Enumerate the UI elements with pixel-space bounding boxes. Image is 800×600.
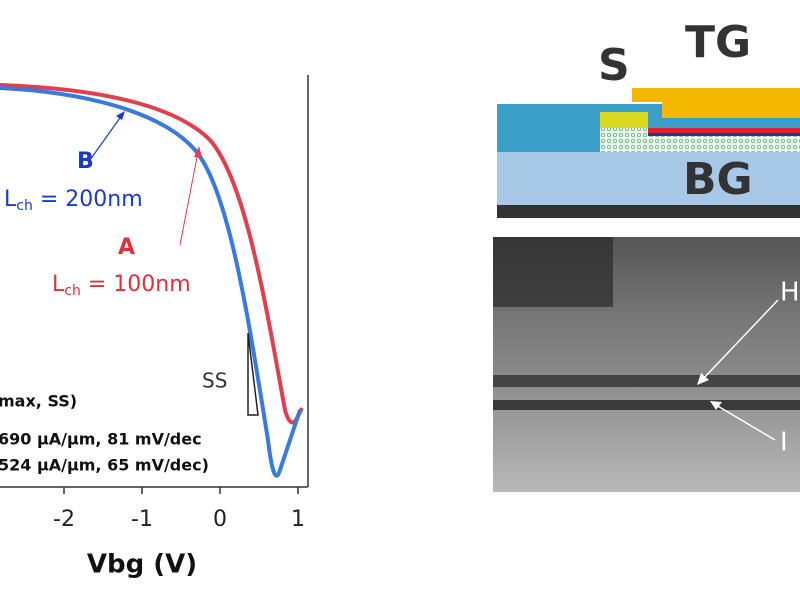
top-gate <box>662 100 800 118</box>
arrowhead <box>116 111 125 120</box>
top-gate-label: TG <box>685 17 751 68</box>
image-layer <box>493 375 800 387</box>
tem-label: I <box>780 428 788 458</box>
legend-b: 524 µA/µm, 65 mV/dec) <box>0 456 209 475</box>
text: ch <box>64 283 81 299</box>
text: = 100nm <box>81 272 191 297</box>
lch-a: Lch = 100nm <box>52 272 191 299</box>
top-gate <box>632 88 800 102</box>
channel-dielectric <box>648 128 800 133</box>
arrow-a <box>179 151 199 246</box>
plot: -2 -1 0 1 B Lch = 200nm A Lch = 100nm SS ma… <box>0 75 309 580</box>
arrowhead <box>710 401 722 410</box>
text: ch <box>16 198 33 214</box>
label-b: B <box>77 149 94 174</box>
lch-b: Lch = 200nm <box>4 187 143 214</box>
legend-a: 690 µA/µm, 81 mV/dec <box>0 430 202 449</box>
back-gate-label: BG <box>683 154 753 205</box>
image-region <box>493 237 613 307</box>
text: = 200nm <box>33 187 143 212</box>
text: L <box>52 272 65 297</box>
x-ticks: -2 -1 0 1 <box>53 487 305 532</box>
arrow <box>701 299 779 381</box>
x-tick-label: -2 <box>53 507 75 532</box>
arrowhead <box>697 373 709 385</box>
tem-label: H <box>780 278 800 308</box>
arrowhead <box>194 146 202 157</box>
curve-b <box>0 86 302 478</box>
source-contact <box>600 112 648 128</box>
source-label: S <box>598 40 630 91</box>
layer <box>600 136 800 152</box>
text: L <box>4 187 17 212</box>
arrow-b <box>89 114 123 161</box>
layer <box>600 128 648 136</box>
x-tick-label: 1 <box>291 507 305 532</box>
ss-triangle <box>247 332 259 416</box>
image-layer <box>493 400 800 410</box>
arrow <box>715 404 776 441</box>
x-label: Vbg (V) <box>87 550 197 580</box>
ss-label: SS <box>202 369 227 393</box>
label-a: A <box>118 235 135 260</box>
channel <box>648 133 800 136</box>
legend-head: max, SS) <box>0 392 77 411</box>
x-tick-label: 0 <box>213 507 227 532</box>
x-tick-label: -1 <box>131 507 153 532</box>
device-diagram: S TG BG <box>497 17 800 218</box>
back-gate <box>497 152 800 205</box>
curve-a <box>0 83 304 425</box>
substrate <box>497 205 800 218</box>
tem-image: H I <box>493 237 800 492</box>
